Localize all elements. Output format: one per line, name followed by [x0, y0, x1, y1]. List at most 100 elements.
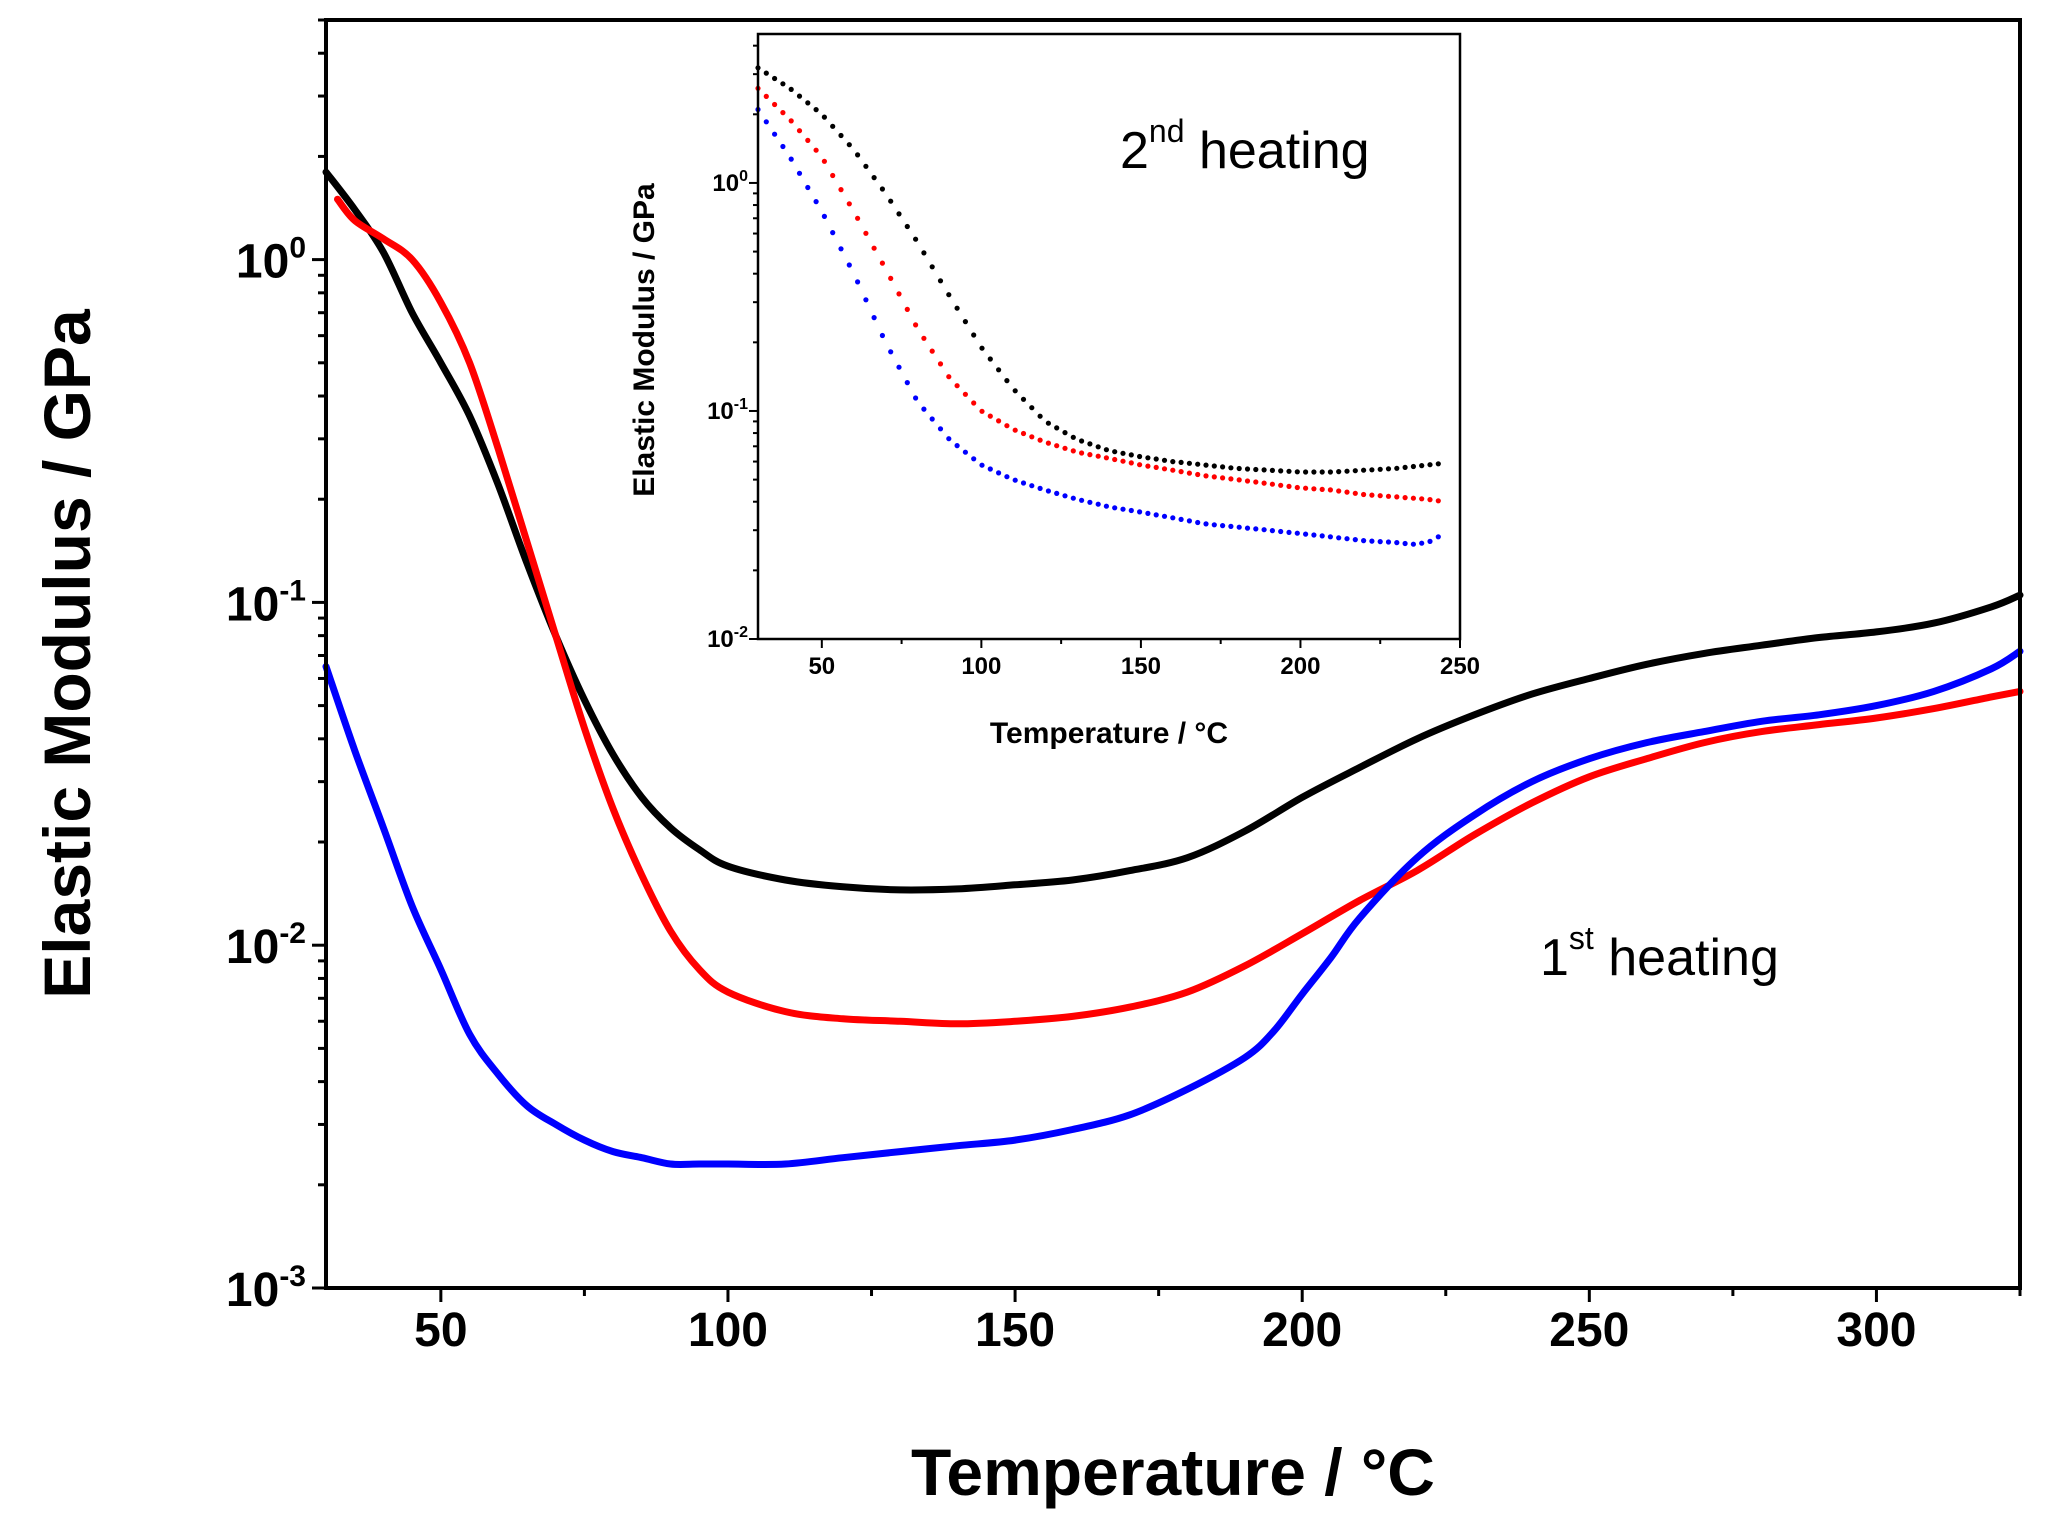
inset-point-red	[1344, 489, 1350, 495]
main-annotation-base: 1	[1540, 929, 1569, 987]
main-y-tick-label: 10-1	[226, 574, 306, 631]
inset-point-black	[780, 81, 786, 87]
main-series-blue	[322, 647, 2024, 1168]
inset-point-black	[1410, 463, 1416, 470]
inset-point-blue	[1128, 507, 1134, 514]
inset-point-black	[1419, 463, 1425, 469]
inset-point-black	[896, 211, 902, 217]
inset-point-black	[1344, 468, 1350, 474]
inset-point-blue	[996, 470, 1002, 476]
inset-point-red	[871, 245, 877, 251]
inset-point-blue	[1220, 523, 1226, 529]
inset-point-blue	[780, 143, 786, 150]
inset-point-red	[1236, 477, 1242, 483]
inset-point-black	[1319, 469, 1325, 475]
inset-point-red	[1161, 466, 1168, 472]
inset-point-blue	[813, 199, 819, 205]
inset-point-black	[1170, 459, 1176, 465]
inset-point-blue	[1029, 483, 1035, 489]
inset-point-black	[1261, 467, 1267, 473]
inset-point-red	[1311, 486, 1317, 492]
inset-x-tick-label: 250	[1440, 653, 1480, 680]
inset-point-black	[1029, 405, 1035, 411]
main-y-tick-exp: -1	[279, 574, 306, 607]
inset-point-black	[946, 292, 952, 298]
inset-point-blue	[937, 426, 944, 432]
inset-point-blue	[913, 395, 919, 401]
inset-point-red	[1394, 494, 1400, 500]
inset-point-black	[1311, 469, 1317, 475]
inset-point-black	[971, 332, 977, 338]
inset-point-black	[929, 264, 935, 270]
inset-point-red	[971, 400, 977, 406]
inset-point-black	[1012, 388, 1018, 394]
inset-point-black	[879, 186, 886, 192]
inset-y-tick-exp: -1	[734, 396, 748, 413]
inset-point-red	[796, 128, 803, 134]
inset-point-red	[1286, 483, 1292, 489]
inset-point-red	[813, 147, 819, 153]
inset-point-black	[1120, 450, 1126, 456]
inset-point-black	[1112, 449, 1118, 455]
inset-point-blue	[1361, 538, 1367, 544]
inset-point-blue	[1294, 530, 1300, 536]
main-series-black	[322, 168, 2024, 894]
inset-point-black	[1103, 447, 1109, 453]
inset-point-black	[1228, 465, 1234, 471]
inset-point-blue	[1012, 477, 1018, 483]
inset-background	[758, 34, 1460, 639]
inset-point-blue	[946, 436, 952, 442]
inset-y-tick-base: 10	[712, 170, 739, 197]
inset-point-red	[863, 230, 869, 236]
inset-point-blue	[896, 364, 902, 370]
inset-point-red	[937, 361, 944, 367]
inset-x-tick-label: 100	[961, 653, 1001, 680]
inset-point-black	[996, 367, 1002, 373]
inset-point-blue	[796, 170, 803, 176]
inset-point-red	[1037, 437, 1043, 443]
inset-point-blue	[1369, 538, 1375, 544]
inset-point-black	[1385, 466, 1392, 472]
inset-point-red	[979, 408, 985, 414]
inset-x-tick-label: 150	[1121, 653, 1161, 680]
inset-point-blue	[1336, 535, 1342, 541]
inset-y-axis-label: Elastic Modulus / GPa	[628, 183, 661, 497]
inset-point-red	[805, 137, 811, 143]
inset-point-blue	[763, 119, 769, 125]
inset-point-blue	[1079, 497, 1085, 503]
inset-series-blue	[755, 106, 1441, 547]
inset-point-red	[838, 187, 844, 193]
inset-point-black	[846, 142, 852, 148]
inset-point-blue	[846, 262, 852, 268]
inset-point-red	[879, 260, 886, 266]
inset-annotation-sup: nd	[1149, 113, 1185, 149]
inset-point-black	[772, 75, 778, 82]
inset-point-black	[1327, 469, 1333, 475]
inset-point-red	[1029, 434, 1035, 440]
inset-plot-frame	[756, 32, 1462, 641]
inset-point-black	[913, 236, 919, 242]
inset-y-tick-label: 100	[712, 168, 748, 197]
inset-point-red	[996, 418, 1002, 424]
inset-point-blue	[1261, 527, 1267, 533]
inset-series-black	[755, 65, 1441, 475]
inset-point-black	[1054, 425, 1060, 431]
inset-point-blue	[1402, 540, 1408, 547]
inset-point-black	[1435, 461, 1441, 467]
inset-point-red	[1269, 481, 1275, 487]
inset-point-red	[1112, 456, 1118, 463]
inset-y-tick-label: 10-2	[707, 624, 748, 653]
inset-point-red	[1327, 487, 1333, 493]
main-y-tick-label: 10-3	[226, 1260, 306, 1317]
inset-point-blue	[1186, 518, 1192, 524]
inset-point-red	[987, 413, 993, 419]
inset-point-black	[1244, 466, 1251, 472]
inset-point-blue	[929, 416, 935, 422]
inset-point-blue	[1062, 493, 1068, 499]
main-plot-frame	[324, 18, 2022, 1290]
inset-point-red	[1278, 482, 1284, 488]
inset-point-black	[1178, 459, 1184, 465]
inset-point-black	[904, 223, 910, 230]
